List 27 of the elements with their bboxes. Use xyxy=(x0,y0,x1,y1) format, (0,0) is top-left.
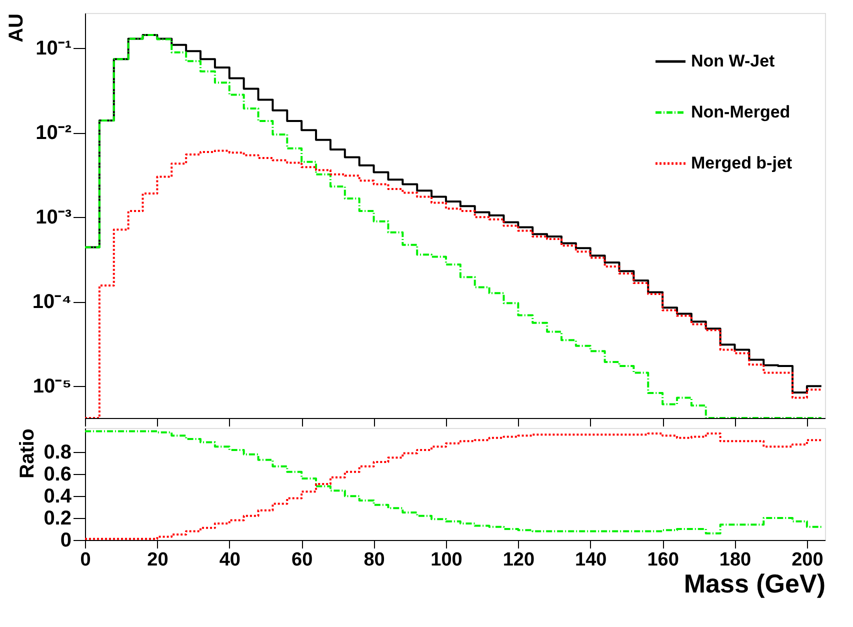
x-tick-label: 80 xyxy=(364,550,385,570)
x-tick-label: 120 xyxy=(502,550,535,570)
y-axis-title: Ratio xyxy=(16,428,39,478)
x-tick-label: 200 xyxy=(792,550,824,570)
y-tick-label: 10⁻⁴ xyxy=(32,291,72,314)
x-tick-label: 0 xyxy=(80,550,91,570)
x-tick-label: 160 xyxy=(647,550,679,570)
legend-label: Non-Merged xyxy=(691,102,790,122)
x-axis-title: Mass (GeV) xyxy=(684,568,826,598)
y-tick-label: 0.6 xyxy=(44,464,72,486)
x-tick-label: 40 xyxy=(219,550,240,570)
x-tick-label: 20 xyxy=(147,550,168,570)
y-tick-label: 10⁻⁵ xyxy=(32,376,72,398)
y-tick-label: 0.8 xyxy=(44,442,72,464)
y-tick-label: 10⁻³ xyxy=(36,206,72,229)
legend-label: Non W-Jet xyxy=(691,52,776,70)
legend-label: Merged b-jet xyxy=(691,154,792,172)
y-tick-label: 0.2 xyxy=(44,508,72,530)
y-tick-label: 0 xyxy=(60,530,72,552)
x-tick-label: 180 xyxy=(719,550,752,570)
y-tick-label: 10⁻² xyxy=(36,122,72,144)
x-tick-label: 100 xyxy=(430,550,462,570)
y-axis-title: AU xyxy=(5,14,28,42)
y-tick-label: 0.4 xyxy=(44,486,72,508)
x-tick-label: 140 xyxy=(575,550,607,570)
y-tick-label: 10⁻¹ xyxy=(36,38,72,60)
x-tick-label: 60 xyxy=(292,550,313,570)
